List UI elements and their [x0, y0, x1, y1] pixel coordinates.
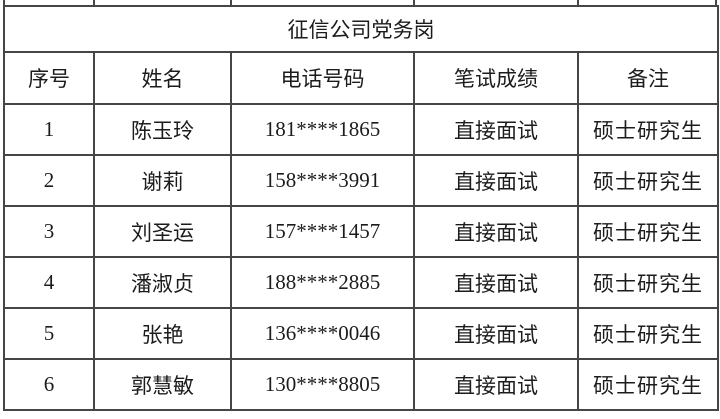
- cutoff-row-border-stub: [413, 0, 415, 5]
- table-row: 5 张艳 136****0046 直接面试 硕士研究生: [3, 307, 720, 360]
- cell-no: 2: [3, 154, 95, 207]
- column-header-phone: 电话号码: [230, 51, 415, 105]
- cell-note: 硕士研究生: [576, 358, 720, 411]
- cell-score: 直接面试: [413, 307, 579, 360]
- cell-name: 潘淑贞: [93, 256, 232, 309]
- cutoff-row-border-stub: [3, 0, 5, 5]
- cell-no: 5: [3, 307, 95, 360]
- cutoff-row-border-stub: [93, 0, 95, 5]
- cell-note: 硕士研究生: [576, 205, 720, 258]
- cell-score: 直接面试: [413, 358, 579, 411]
- column-header-no: 序号: [3, 51, 95, 105]
- cell-score: 直接面试: [413, 205, 579, 258]
- table-row: 1 陈玉玲 181****1865 直接面试 硕士研究生: [3, 103, 720, 156]
- cell-name: 谢莉: [93, 154, 232, 207]
- cutoff-row-border-stub: [577, 0, 579, 5]
- cell-name: 陈玉玲: [93, 103, 232, 156]
- table-header-row: 序号 姓名 电话号码 笔试成绩 备注: [3, 51, 720, 105]
- cell-note: 硕士研究生: [576, 103, 720, 156]
- cell-phone: 157****1457: [230, 205, 415, 258]
- table-row: 2 谢莉 158****3991 直接面试 硕士研究生: [3, 154, 720, 207]
- cell-name: 刘圣运: [93, 205, 232, 258]
- column-header-name: 姓名: [93, 51, 232, 105]
- cell-name: 张艳: [93, 307, 232, 360]
- cutoff-row-border-stub: [230, 0, 232, 5]
- cell-score: 直接面试: [413, 103, 579, 156]
- cell-phone: 181****1865: [230, 103, 415, 156]
- cell-no: 3: [3, 205, 95, 258]
- cell-phone: 188****2885: [230, 256, 415, 309]
- column-header-note: 备注: [576, 51, 720, 105]
- table-row: 6 郭慧敏 130****8805 直接面试 硕士研究生: [3, 358, 720, 411]
- cell-no: 6: [3, 358, 95, 411]
- cutoff-row-border-stub: [715, 0, 717, 5]
- cell-score: 直接面试: [413, 154, 579, 207]
- cell-phone: 136****0046: [230, 307, 415, 360]
- roster-table: 征信公司党务岗 序号 姓名 电话号码 笔试成绩 备注 1 陈玉玲 181****…: [2, 5, 720, 411]
- cell-note: 硕士研究生: [576, 154, 720, 207]
- table-title: 征信公司党务岗: [2, 5, 720, 53]
- cell-note: 硕士研究生: [576, 307, 720, 360]
- cell-phone: 130****8805: [230, 358, 415, 411]
- cell-score: 直接面试: [413, 256, 579, 309]
- cell-no: 4: [3, 256, 95, 309]
- cell-no: 1: [3, 103, 95, 156]
- table-row: 3 刘圣运 157****1457 直接面试 硕士研究生: [3, 205, 720, 258]
- cell-note: 硕士研究生: [576, 256, 720, 309]
- cell-phone: 158****3991: [230, 154, 415, 207]
- cell-name: 郭慧敏: [93, 358, 232, 411]
- table-title-row: 征信公司党务岗: [2, 5, 720, 53]
- column-header-score: 笔试成绩: [413, 51, 579, 105]
- table-row: 4 潘淑贞 188****2885 直接面试 硕士研究生: [3, 256, 720, 309]
